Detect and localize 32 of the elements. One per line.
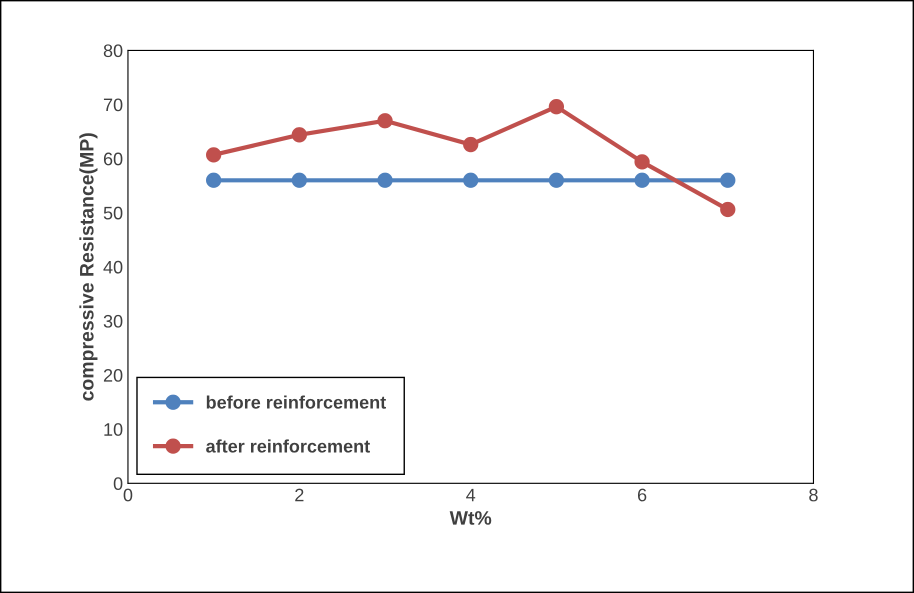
legend-label: after reinforcement (206, 439, 370, 453)
point (548, 172, 564, 188)
point (292, 172, 307, 188)
point (206, 172, 222, 188)
point (377, 172, 393, 188)
y-tick-label: 80 (104, 44, 122, 58)
y-tick-label: 40 (103, 260, 122, 274)
point (548, 99, 564, 114)
y-tick-label: 20 (104, 369, 122, 382)
x-axis-title: Wt% (450, 511, 492, 525)
x-tick-label: 4 (466, 488, 476, 502)
point (463, 172, 478, 188)
y-tick-label: 10 (104, 423, 122, 436)
y-tick-label: 30 (104, 314, 122, 328)
x-tick-label: 2 (295, 488, 304, 502)
y-tick-label: 50 (104, 206, 122, 220)
point (292, 127, 307, 142)
y-axis-title: compressive Resistance(MP) (79, 133, 98, 401)
point (377, 113, 393, 128)
y-tick-label: 60 (104, 152, 122, 166)
point (720, 202, 736, 218)
point (634, 172, 650, 188)
x-tick-label: 8 (809, 488, 818, 502)
point (634, 154, 650, 170)
x-tick-label: 0 (124, 488, 132, 502)
y-tick-label: 0 (114, 477, 122, 490)
point (206, 147, 222, 162)
y-tick-label: 70 (104, 98, 122, 112)
point (720, 172, 736, 188)
legend-label: before reinforcement (206, 395, 386, 409)
point (463, 136, 478, 152)
x-tick-label: 6 (638, 488, 646, 502)
